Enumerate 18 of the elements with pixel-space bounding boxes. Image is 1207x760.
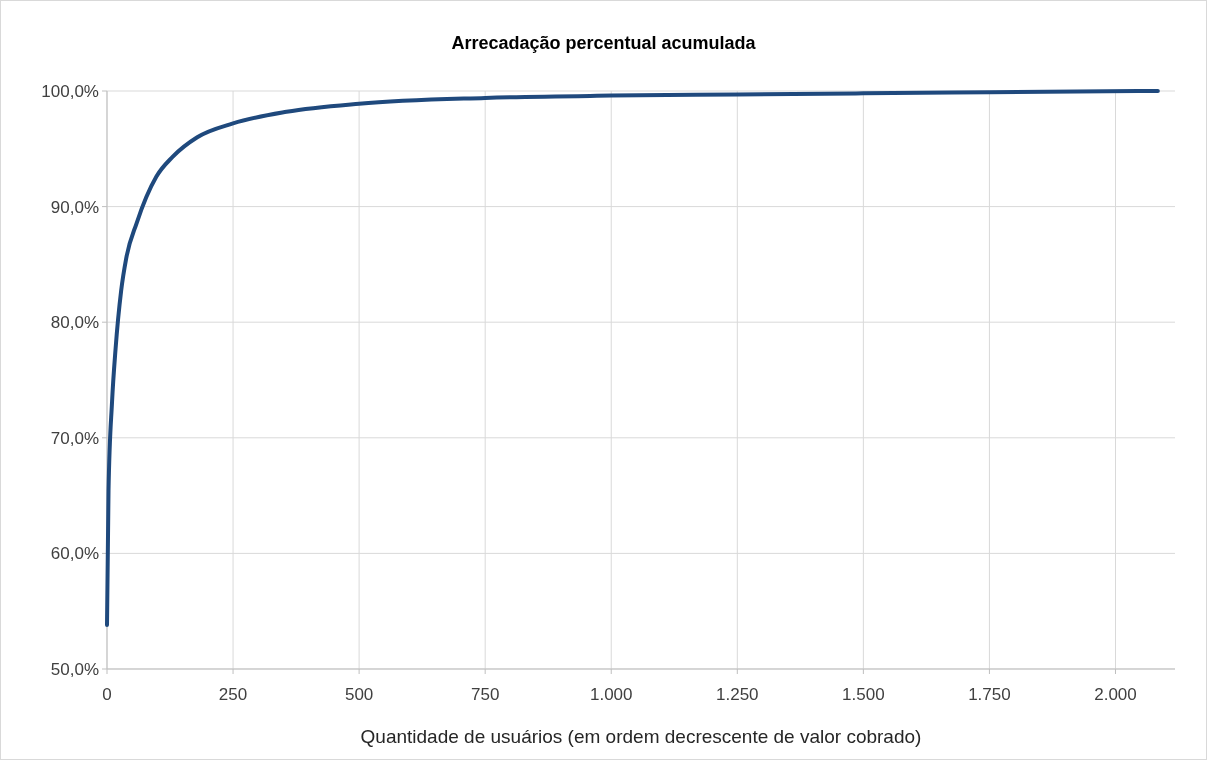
line-series [105, 89, 1160, 628]
y-tick-label: 60,0% [50, 544, 99, 564]
x-tick-label: 1.500 [842, 685, 885, 704]
y-tick-label: 90,0% [50, 197, 99, 217]
x-tick-label: 250 [218, 685, 248, 704]
x-axis-title: Quantidade de usuários (em ordem decrescente de valor cobrado) [360, 726, 922, 747]
x-tick-label: 0 [102, 685, 112, 704]
x-tick-label: 1.000 [589, 685, 633, 704]
y-tick-label: 50,0% [50, 659, 99, 679]
x-tick-label: 750 [471, 685, 500, 704]
y-tick-label: 80,0% [50, 313, 99, 333]
chart-title: Arrecadação percentual acumulada [451, 33, 757, 53]
x-tick-label: 1.750 [968, 685, 1011, 704]
y-tick-label: 70,0% [50, 428, 99, 448]
x-tick-label: 1.250 [716, 685, 759, 704]
x-tick-label: 2.000 [1094, 685, 1137, 704]
y-tick-label: 100,0% [41, 81, 99, 101]
x-tick-label: 500 [344, 685, 374, 704]
